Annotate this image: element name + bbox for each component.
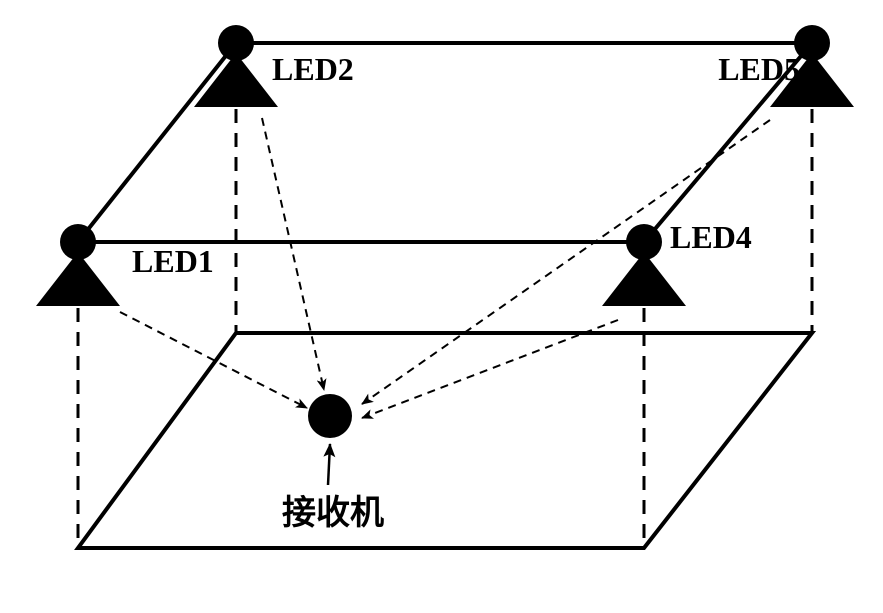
receiver xyxy=(308,394,352,485)
led-label-led1: LED1 xyxy=(132,243,214,279)
bottom-plane xyxy=(78,333,812,548)
labels: LED1 LED2 LED4 LED5 接收机 xyxy=(132,51,800,532)
led-dot-led4 xyxy=(626,224,662,260)
signal-arrow-1 xyxy=(120,312,307,408)
top-plane xyxy=(78,43,812,242)
led-label-led4: LED4 xyxy=(670,219,752,255)
receiver-label: 接收机 xyxy=(282,494,384,532)
led-dot-led1 xyxy=(60,224,96,260)
led-triangle-led1 xyxy=(36,252,120,306)
signal-arrow-4 xyxy=(362,120,770,404)
led-label-led2: LED2 xyxy=(272,51,354,87)
led-dot-led2 xyxy=(218,25,254,61)
led-label-led5: LED5 xyxy=(718,51,800,87)
receiver-label-arrow xyxy=(328,444,330,485)
led-triangle-led4 xyxy=(602,252,686,306)
receiver-dot xyxy=(308,394,352,438)
signal-arrows xyxy=(120,118,770,418)
diagram-canvas: LED1 LED2 LED4 LED5 接收机 xyxy=(0,0,883,613)
signal-arrow-2 xyxy=(262,118,324,390)
